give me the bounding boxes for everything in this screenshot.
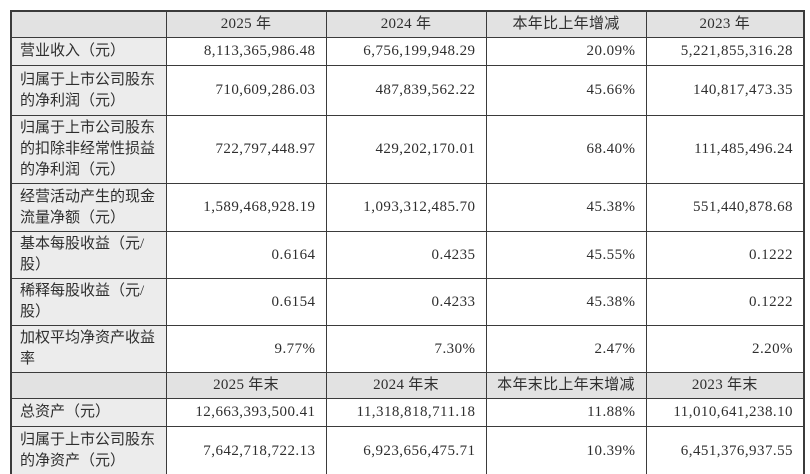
financial-summary-table: 2025 年 2024 年 本年比上年增减 2023 年 营业收入（元） 8,1… [10, 10, 805, 474]
row-total-assets: 总资产（元） 12,663,393,500.41 11,318,818,711.… [10, 398, 805, 427]
row-net-profit-deducted: 归属于上市公司股东的扣除非经常性损益的净利润（元） 722,797,448.97… [10, 115, 805, 184]
row-label: 加权平均净资产收益率 [10, 325, 167, 373]
cell-change: 45.55% [485, 231, 647, 279]
header-row-current: 2025 年 2024 年 本年比上年增减 2023 年 [10, 10, 805, 38]
row-label: 归属于上市公司股东的净利润（元） [10, 65, 167, 116]
cell-2025: 12,663,393,500.41 [165, 398, 327, 427]
cell-change: 20.09% [485, 37, 647, 66]
header-row-yearend: 2025 年末 2024 年末 本年末比上年末增减 2023 年末 [10, 372, 805, 399]
cell-change: 68.40% [485, 115, 647, 184]
row-label: 基本每股收益（元/股） [10, 231, 167, 279]
cell-2024: 487,839,562.22 [325, 65, 487, 116]
cell-change: 11.88% [485, 398, 647, 427]
header-yoy-change: 本年比上年增减 [485, 10, 647, 38]
header-2023-end: 2023 年末 [645, 372, 805, 399]
cell-2025: 1,589,468,928.19 [165, 183, 327, 232]
cell-2023: 5,221,855,316.28 [645, 37, 805, 66]
cell-2024: 1,093,312,485.70 [325, 183, 487, 232]
cell-2025: 7,642,718,722.13 [165, 426, 327, 474]
row-label: 归属于上市公司股东的净资产（元） [10, 426, 167, 474]
header-corner [10, 372, 167, 399]
header-2025-end: 2025 年末 [165, 372, 327, 399]
row-operating-cash-flow: 经营活动产生的现金流量净额（元） 1,589,468,928.19 1,093,… [10, 183, 805, 232]
header-yearend-change: 本年末比上年末增减 [485, 372, 647, 399]
row-label: 归属于上市公司股东的扣除非经常性损益的净利润（元） [10, 115, 167, 184]
cell-2024: 0.4235 [325, 231, 487, 279]
cell-change: 2.47% [485, 325, 647, 373]
cell-2024: 7.30% [325, 325, 487, 373]
row-revenue: 营业收入（元） 8,113,365,986.48 6,756,199,948.2… [10, 37, 805, 66]
cell-change: 45.38% [485, 278, 647, 326]
cell-2023: 2.20% [645, 325, 805, 373]
header-2024-end: 2024 年末 [325, 372, 487, 399]
cell-change: 10.39% [485, 426, 647, 474]
row-label: 经营活动产生的现金流量净额（元） [10, 183, 167, 232]
row-weighted-avg-roe: 加权平均净资产收益率 9.77% 7.30% 2.47% 2.20% [10, 325, 805, 373]
cell-2023: 11,010,641,238.10 [645, 398, 805, 427]
cell-2024: 429,202,170.01 [325, 115, 487, 184]
header-2025: 2025 年 [165, 10, 327, 38]
cell-2025: 722,797,448.97 [165, 115, 327, 184]
row-basic-eps: 基本每股收益（元/股） 0.6164 0.4235 45.55% 0.1222 [10, 231, 805, 279]
cell-2023: 0.1222 [645, 278, 805, 326]
row-label: 总资产（元） [10, 398, 167, 427]
cell-2024: 0.4233 [325, 278, 487, 326]
cell-2025: 9.77% [165, 325, 327, 373]
cell-2024: 11,318,818,711.18 [325, 398, 487, 427]
cell-change: 45.38% [485, 183, 647, 232]
cell-2025: 0.6164 [165, 231, 327, 279]
cell-2024: 6,923,656,475.71 [325, 426, 487, 474]
row-label: 营业收入（元） [10, 37, 167, 66]
header-2024: 2024 年 [325, 10, 487, 38]
header-2023: 2023 年 [645, 10, 805, 38]
cell-2023: 111,485,496.24 [645, 115, 805, 184]
cell-2023: 0.1222 [645, 231, 805, 279]
row-label: 稀释每股收益（元/股） [10, 278, 167, 326]
cell-2023: 551,440,878.68 [645, 183, 805, 232]
cell-2023: 140,817,473.35 [645, 65, 805, 116]
row-net-assets: 归属于上市公司股东的净资产（元） 7,642,718,722.13 6,923,… [10, 426, 805, 474]
header-corner [10, 10, 167, 38]
cell-2023: 6,451,376,937.55 [645, 426, 805, 474]
cell-2025: 0.6154 [165, 278, 327, 326]
cell-2024: 6,756,199,948.29 [325, 37, 487, 66]
cell-2025: 8,113,365,986.48 [165, 37, 327, 66]
cell-2025: 710,609,286.03 [165, 65, 327, 116]
row-net-profit: 归属于上市公司股东的净利润（元） 710,609,286.03 487,839,… [10, 65, 805, 116]
cell-change: 45.66% [485, 65, 647, 116]
row-diluted-eps: 稀释每股收益（元/股） 0.6154 0.4233 45.38% 0.1222 [10, 278, 805, 326]
